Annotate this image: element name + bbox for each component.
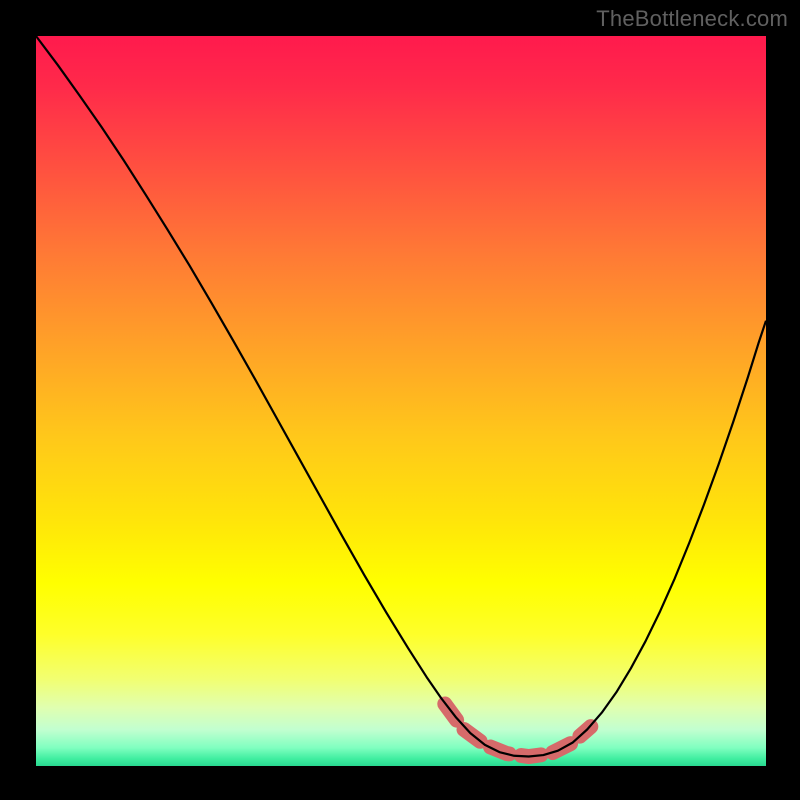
chart-frame: TheBottleneck.com [0,0,800,800]
plot-background [36,36,766,766]
bottleneck-curve-chart [0,0,800,800]
